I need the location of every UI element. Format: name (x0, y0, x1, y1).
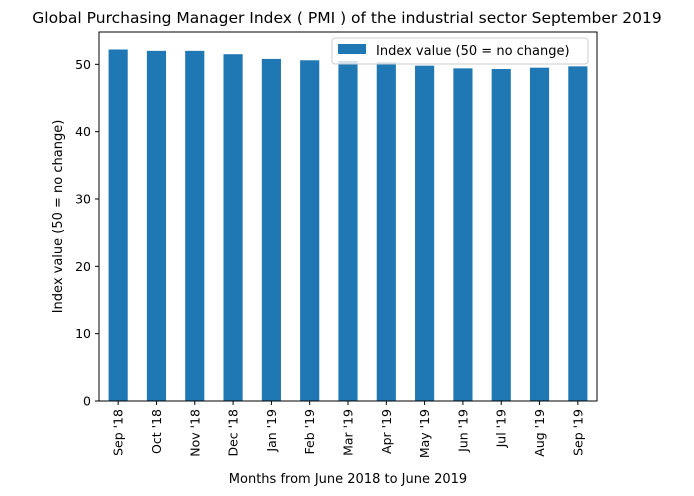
x-axis: Sep '18 Oct '18 Nov '18 Dec '18 Jan '19 Feb '… (111, 401, 585, 458)
bar (491, 69, 511, 401)
bar (376, 62, 396, 402)
chart-title: Global Purchasing Manager Index ( PMI ) … (32, 9, 661, 27)
x-tick-label: Aug '19 (532, 409, 547, 457)
x-tick-label: Apr '19 (379, 409, 394, 454)
legend-label: Index value (50 = no change) (376, 44, 570, 59)
x-tick-label: Sep '19 (570, 409, 585, 456)
bar (453, 68, 473, 402)
x-tick-label: Nov '18 (187, 409, 202, 457)
x-tick-label: Mar '19 (341, 409, 356, 456)
bar (300, 60, 320, 401)
bar (146, 50, 167, 401)
bars-layer (108, 49, 588, 402)
x-tick-label: Feb '19 (302, 409, 317, 454)
x-tick-label: Jul '19 (494, 409, 509, 448)
y-tick-label: 30 (75, 191, 91, 206)
y-axis-label: Index value (50 = no change) (51, 120, 66, 314)
bar (568, 66, 588, 401)
bar (261, 58, 281, 402)
y-tick-label: 20 (75, 259, 91, 274)
legend-box (331, 37, 589, 65)
x-tick-label: Jun '19 (455, 409, 470, 453)
bar (415, 65, 435, 402)
bar (108, 49, 128, 401)
legend-swatch (338, 44, 366, 54)
y-tick-label: 40 (75, 124, 91, 139)
y-tick-label: 0 (83, 394, 91, 409)
bar (185, 50, 205, 401)
x-tick-label: Jan '19 (264, 409, 279, 453)
x-tick-label: Sep '18 (111, 409, 126, 456)
x-tick-label: Dec '18 (226, 409, 241, 457)
y-tick-label: 10 (75, 326, 91, 341)
y-tick-label: 50 (75, 57, 91, 72)
x-axis-label: Months from June 2018 to June 2019 (229, 472, 467, 487)
y-axis: 0 10 20 30 40 50 (75, 57, 99, 409)
bar (223, 54, 243, 401)
bar (338, 60, 358, 401)
x-tick-label: May '19 (417, 409, 432, 458)
bar (529, 67, 550, 401)
x-tick-label: Oct '18 (149, 409, 164, 454)
legend: Index value (50 = no change) (331, 37, 589, 65)
